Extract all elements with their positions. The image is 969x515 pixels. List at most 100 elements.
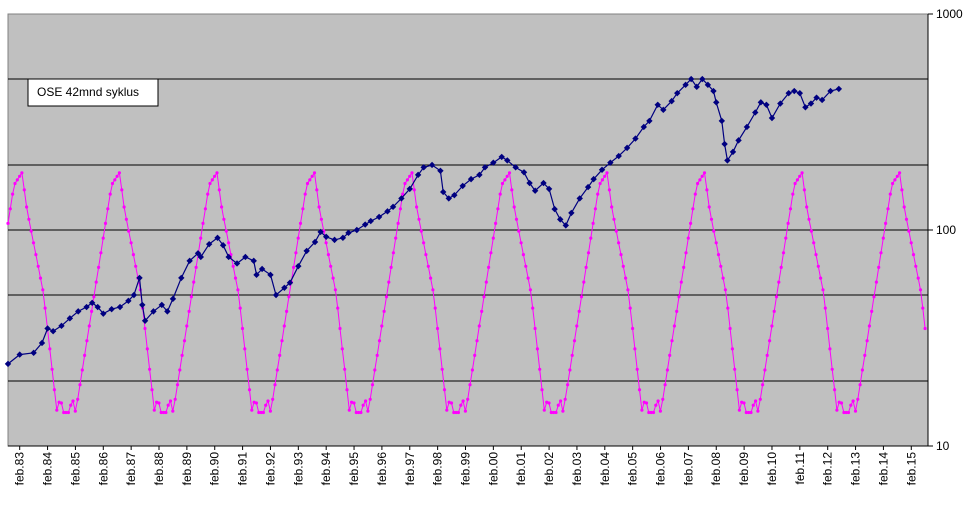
cycle-point bbox=[120, 188, 124, 192]
cycle-point bbox=[127, 229, 131, 233]
cycle-point bbox=[315, 188, 319, 192]
ose-point bbox=[158, 301, 165, 309]
cycle-point bbox=[394, 236, 398, 240]
cycle-point bbox=[621, 264, 625, 268]
cycle-point bbox=[408, 174, 412, 178]
cycle-point bbox=[682, 265, 686, 269]
cycle-point bbox=[582, 280, 586, 284]
cycle-point bbox=[744, 410, 748, 415]
cycle-point bbox=[517, 229, 521, 233]
ose-point bbox=[729, 148, 737, 156]
x-tick-label: feb.06 bbox=[654, 452, 668, 486]
cycle-point bbox=[373, 368, 377, 372]
cycle-point bbox=[844, 410, 848, 415]
cycle-point bbox=[507, 171, 512, 175]
cycle-point bbox=[561, 409, 565, 413]
cycle-point bbox=[814, 253, 818, 257]
x-tick-label: feb.08 bbox=[709, 452, 723, 486]
cycle-point bbox=[87, 324, 91, 328]
ose-point bbox=[428, 161, 436, 169]
cycle-point bbox=[466, 397, 470, 401]
cycle-point bbox=[572, 339, 577, 343]
ose-point bbox=[632, 135, 639, 142]
cycle-point bbox=[359, 410, 363, 415]
cycle-point bbox=[661, 397, 665, 401]
cycle-point bbox=[11, 192, 15, 196]
ose-point bbox=[317, 228, 324, 236]
cycle-point bbox=[589, 236, 593, 240]
cycle-point bbox=[691, 207, 695, 211]
cycle-point bbox=[13, 181, 17, 186]
cycle-point bbox=[902, 205, 906, 209]
ose-point bbox=[531, 187, 539, 194]
cycle-point bbox=[331, 276, 335, 280]
cycle-point bbox=[201, 221, 205, 225]
cycle-point bbox=[361, 403, 365, 407]
ose-point bbox=[186, 257, 193, 265]
cycle-point bbox=[830, 367, 834, 371]
ose-point bbox=[568, 209, 575, 217]
cycle-point bbox=[287, 295, 291, 299]
cycle-point bbox=[48, 347, 52, 351]
cycle-point bbox=[542, 408, 546, 412]
cycle-point bbox=[303, 192, 307, 196]
cycle-point bbox=[210, 178, 214, 182]
cycle-point bbox=[833, 388, 837, 392]
cycle-point bbox=[192, 280, 196, 284]
cycle-point bbox=[117, 171, 121, 175]
cycle-point bbox=[891, 181, 895, 186]
ose-point bbox=[406, 185, 413, 193]
cycle-point bbox=[308, 178, 312, 182]
cycle-point bbox=[99, 251, 103, 255]
ose-point bbox=[718, 117, 726, 125]
cycle-point bbox=[189, 295, 193, 299]
cycle-point bbox=[719, 264, 723, 268]
ose-point bbox=[88, 299, 96, 307]
cycle-point bbox=[686, 236, 690, 240]
cycle-point bbox=[805, 205, 809, 209]
cycle-point bbox=[231, 264, 235, 268]
cycle-point bbox=[494, 221, 498, 225]
cycle-point bbox=[166, 403, 170, 407]
ose-point bbox=[562, 222, 569, 229]
cycle-point bbox=[20, 171, 24, 175]
cycle-point bbox=[696, 181, 700, 186]
cycle-point bbox=[712, 229, 716, 233]
ose-point bbox=[724, 157, 731, 164]
cycle-point bbox=[405, 178, 409, 182]
cycle-point bbox=[243, 347, 247, 351]
x-tick-label: feb.09 bbox=[737, 452, 751, 486]
cycle-point bbox=[317, 205, 321, 209]
ose-point bbox=[398, 195, 405, 202]
cycle-point bbox=[377, 339, 382, 343]
ose-point bbox=[654, 101, 661, 108]
cycle-point bbox=[273, 383, 277, 387]
cycle-point bbox=[698, 178, 702, 182]
cycle-point bbox=[152, 408, 156, 412]
cycle-point bbox=[27, 217, 31, 221]
cycle-point bbox=[496, 207, 500, 211]
cycle-point bbox=[693, 192, 697, 196]
cycle-point bbox=[382, 309, 386, 313]
ose-point bbox=[295, 262, 302, 270]
cycle-point bbox=[881, 236, 885, 240]
x-tick-label: feb.91 bbox=[236, 452, 250, 486]
ose-point bbox=[150, 308, 157, 315]
cycle-point bbox=[108, 192, 112, 196]
cycle-point bbox=[675, 309, 679, 313]
ose-point bbox=[459, 182, 466, 190]
cycle-point bbox=[668, 353, 672, 357]
cycle-point bbox=[526, 276, 530, 280]
ose-point bbox=[598, 166, 606, 173]
cycle-point bbox=[914, 264, 918, 268]
cycle-point bbox=[705, 188, 709, 192]
cycle-point bbox=[566, 383, 570, 387]
ose-point bbox=[345, 229, 352, 237]
cycle-point bbox=[8, 207, 12, 211]
ose-point bbox=[796, 89, 804, 97]
cycle-point bbox=[76, 397, 80, 401]
ose-point bbox=[490, 159, 497, 166]
cycle-point bbox=[34, 253, 38, 257]
cycle-point bbox=[233, 276, 238, 280]
cycle-point bbox=[424, 253, 428, 257]
